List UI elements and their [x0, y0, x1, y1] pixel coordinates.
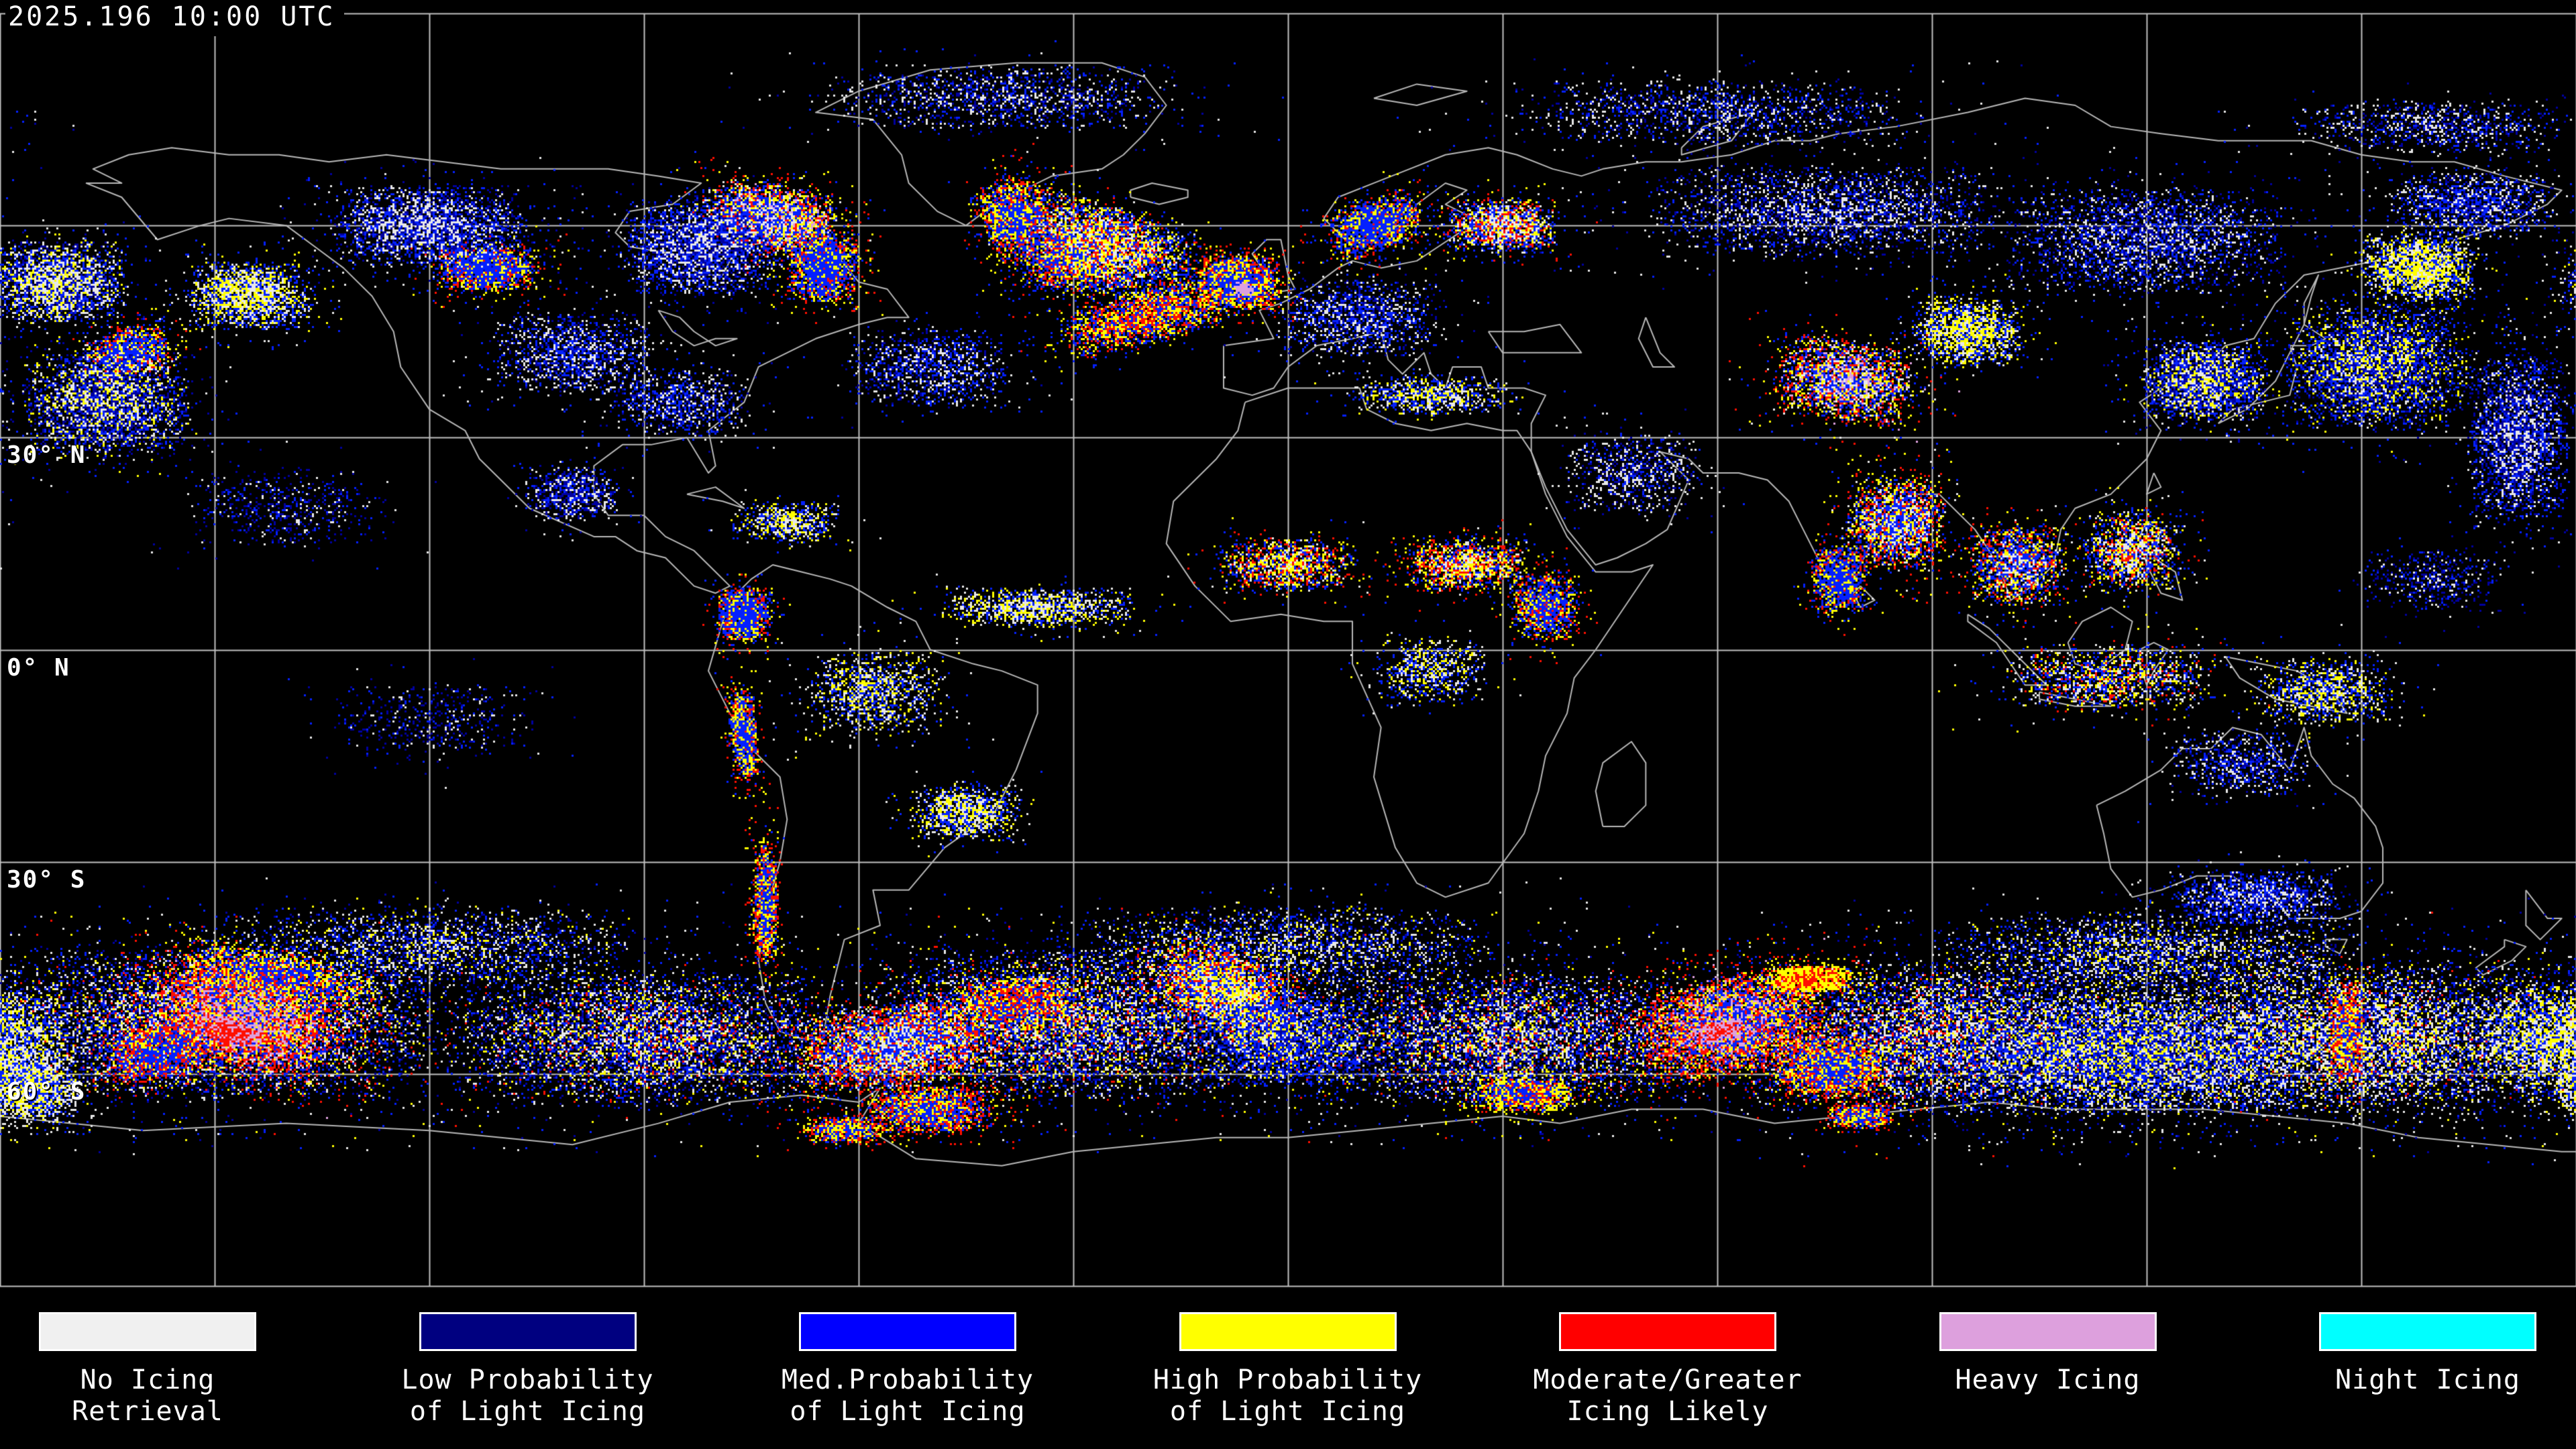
- legend-swatch-3: [1179, 1312, 1397, 1351]
- legend-item-2: Med.Probability of Light Icing: [718, 1297, 1097, 1449]
- legend-item-3: High Probability of Light Icing: [1098, 1297, 1478, 1449]
- legend-label-3: High Probability of Light Icing: [1152, 1364, 1423, 1427]
- legend-swatch-1: [419, 1312, 637, 1351]
- legend-item-6: Night Icing: [2238, 1297, 2576, 1449]
- legend-bar: No Icing Retrieval Low Probability of Lig…: [0, 1297, 2576, 1449]
- timestamp: 2025.196 10:00 UTC: [5, 0, 345, 36]
- legend-swatch-6: [2319, 1312, 2536, 1351]
- legend-item-4: Moderate/Greater Icing Likely: [1478, 1297, 1858, 1449]
- legend-item-5: Heavy Icing: [1858, 1297, 2238, 1449]
- legend-swatch-5: [1939, 1312, 2157, 1351]
- legend-label-1: Low Probability of Light Icing: [401, 1364, 654, 1427]
- legend-swatch-0: [39, 1312, 256, 1351]
- legend-label-6: Night Icing: [2335, 1364, 2520, 1395]
- legend-item-0: No Icing Retrieval: [0, 1297, 337, 1449]
- legend-swatch-4: [1559, 1312, 1776, 1351]
- legend-label-2: Med.Probability of Light Icing: [781, 1364, 1034, 1427]
- legend-label-4: Moderate/Greater Icing Likely: [1533, 1364, 1803, 1427]
- legend-item-1: Low Probability of Light Icing: [338, 1297, 718, 1449]
- legend-swatch-2: [799, 1312, 1016, 1351]
- legend-label-0: No Icing Retrieval: [72, 1364, 223, 1427]
- lat-label-3: 60° S: [7, 1077, 87, 1106]
- legend-label-5: Heavy Icing: [1955, 1364, 2141, 1395]
- lat-label-2: 30° S: [7, 865, 87, 894]
- world-map-canvas: [0, 0, 2576, 1297]
- lat-label-1: 0° N: [7, 653, 70, 682]
- lat-label-0: 30° N: [7, 441, 87, 470]
